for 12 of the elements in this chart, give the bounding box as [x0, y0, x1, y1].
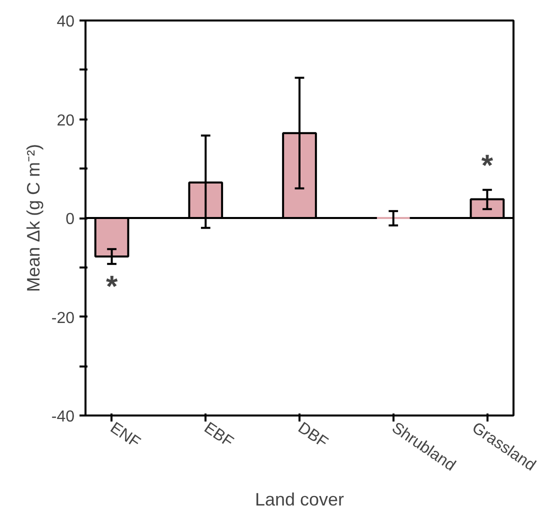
annotation: * [481, 150, 494, 183]
x-tick-label: ENF [106, 419, 144, 452]
annotation: * [106, 270, 118, 304]
y-tick-label: -40 [51, 408, 75, 426]
y-tick-label: 40 [56, 14, 75, 30]
y-tick-label: 20 [56, 112, 75, 130]
x-tick-label: DBF [294, 419, 331, 452]
x-axis-title: Land cover [254, 490, 344, 510]
y-axis-title: Mean Δk (g C m⁻²) [23, 144, 44, 292]
x-tick-label: EBF [200, 419, 236, 452]
y-tick-label: 0 [66, 211, 75, 228]
y-tick-label: -20 [51, 310, 75, 327]
